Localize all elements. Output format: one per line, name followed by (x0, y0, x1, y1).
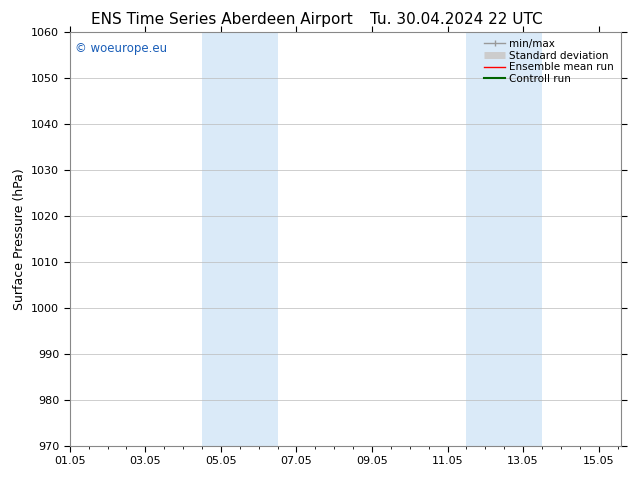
Y-axis label: Surface Pressure (hPa): Surface Pressure (hPa) (13, 168, 25, 310)
Legend: min/max, Standard deviation, Ensemble mean run, Controll run: min/max, Standard deviation, Ensemble me… (482, 37, 616, 86)
Text: Tu. 30.04.2024 22 UTC: Tu. 30.04.2024 22 UTC (370, 12, 543, 27)
Bar (202, 32, 240, 446)
Bar (467, 32, 504, 446)
Text: © woeurope.eu: © woeurope.eu (75, 42, 167, 55)
Bar (504, 32, 542, 446)
Text: ENS Time Series Aberdeen Airport: ENS Time Series Aberdeen Airport (91, 12, 353, 27)
Bar (240, 32, 278, 446)
